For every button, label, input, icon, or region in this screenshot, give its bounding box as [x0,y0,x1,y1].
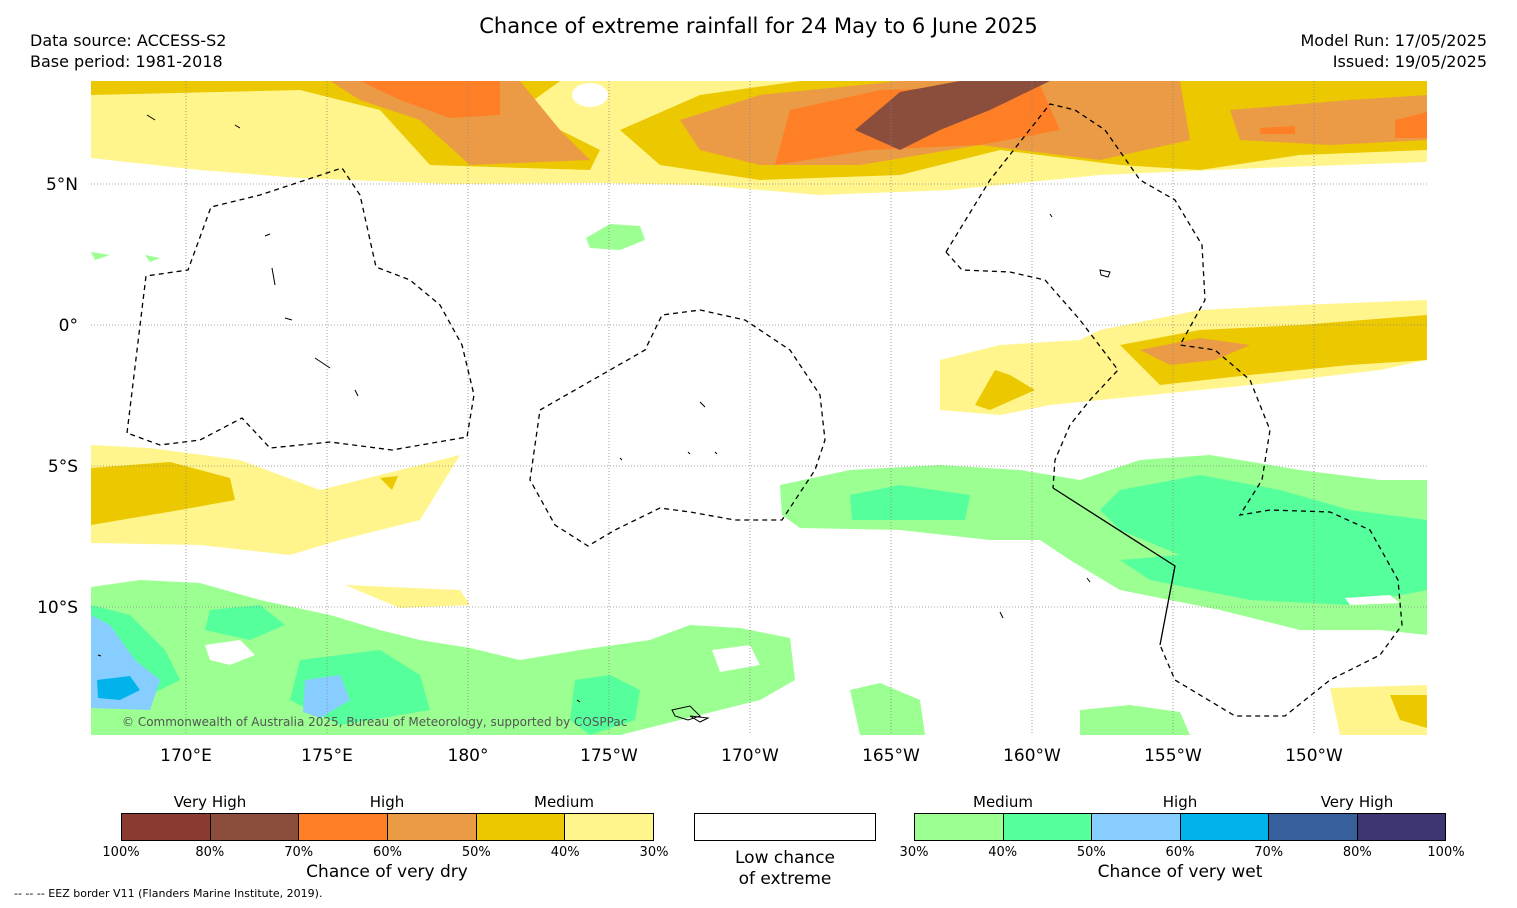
low-chance-swatch [694,813,876,841]
model-run-text: Model Run: 17/05/2025 [1300,31,1488,50]
dry-level-very-high: Very High [173,793,247,811]
lat-label-5n: 5°N [45,175,78,195]
wet-legend-title: Chance of very wet [1097,862,1263,882]
lon-label-175e: 175°E [301,746,353,766]
lon-label-150w: 150°W [1285,746,1343,766]
dry-tick-2: 70% [284,845,314,860]
eez-line-islands-west [945,251,1119,489]
dry-swatch-3 [388,814,477,840]
samoa-islands [671,705,710,723]
dry-level-high: High [369,793,405,811]
wet-tick-0: 30% [899,845,929,860]
wet-level-very-high: Very High [1320,793,1394,811]
eez-footnote: -- -- -- EEZ border V11 (Flanders Marine… [14,887,323,900]
dry-colorbar [121,813,654,841]
dry-band-sw-40 [91,462,398,525]
dry-band-eq-50 [1140,338,1250,365]
christmas-island [1099,269,1111,278]
wet-swatch-1 [1003,814,1092,840]
lon-label-165w: 165°W [862,746,920,766]
lon-label-175w: 175°W [580,746,638,766]
rainfall-shading [91,81,1427,735]
lon-label-170e: 170°E [160,746,212,766]
eez-tuvalu-kiribati-west [126,167,475,451]
dry-spot-white-north [572,83,608,107]
eez-phoenix-islands [529,309,826,547]
dry-tick-6: 30% [639,845,669,860]
wet-swatch-4 [1269,814,1358,840]
dry-band-eq-40 [975,315,1427,410]
eez-borders [126,103,1403,717]
dry-legend-title: Chance of very dry [306,862,468,882]
dry-band-se-40 [1390,695,1427,728]
wet-band-sw-60 [97,676,140,700]
dry-swatch-1 [210,814,300,840]
lon-label-180: 180° [447,746,489,766]
lon-label-170w: 170°W [721,746,779,766]
wet-tick-3: 60% [1165,845,1195,860]
dry-swatch-0 [122,814,211,840]
dry-tick-4: 50% [461,845,491,860]
data-source-text: Data source: ACCESS-S2 [30,31,227,50]
eez-solid-segment [1052,487,1176,646]
wet-colorbar [914,813,1446,841]
lat-label-0: 0° [58,316,78,336]
graticule [91,81,1427,735]
dry-tick-1: 80% [195,845,225,860]
dry-band-north-70 [855,81,1050,150]
base-period-text: Base period: 1981-2018 [30,52,223,71]
wet-band-sw-40 [91,605,640,735]
wet-level-medium: Medium [973,793,1033,811]
lat-label-10s: 10°S [37,598,78,618]
eez-line-islands [945,103,1403,717]
wet-swatch-0 [915,814,1004,840]
lon-label-155w: 155°W [1144,746,1202,766]
wet-swatch-2 [1092,814,1181,840]
lon-label-160w: 160°W [1003,746,1061,766]
wet-tick-1: 40% [988,845,1018,860]
islands [97,114,1111,723]
lat-label-5s: 5°S [47,457,78,477]
dry-level-medium: Medium [534,793,594,811]
wet-swatch-5 [1357,814,1445,840]
wet-level-high: High [1162,793,1198,811]
wet-tick-6: 100% [1427,845,1465,860]
dry-tick-0: 100% [102,845,140,860]
wet-tick-4: 70% [1254,845,1284,860]
low-chance-label: Low chance of extreme [694,848,876,890]
dry-swatch-4 [476,814,566,840]
dry-tick-3: 60% [373,845,402,860]
low-chance-line1: Low chance [735,848,835,868]
low-chance-line2: of extreme [738,869,832,889]
wet-tick-5: 80% [1342,845,1372,860]
wet-band-sw-30 [91,580,1190,735]
copyright-text: © Commonwealth of Australia 2025, Bureau… [122,715,628,729]
model-run-block: Model Run: 17/05/2025 Issued: 19/05/2025 [1301,30,1488,72]
data-source-block: Data source: ACCESS-S2 Base period: 1981… [30,30,226,72]
wet-band-central-40 [850,475,1427,605]
dry-swatch-5 [565,814,654,840]
dry-tick-5: 40% [550,845,580,860]
map-title: Chance of extreme rainfall for 24 May to… [479,14,1038,38]
wet-swatch-3 [1180,814,1269,840]
wet-band-sw-50 [91,615,350,718]
dry-swatch-2 [299,814,389,840]
wet-tick-2: 50% [1076,845,1106,860]
issued-text: Issued: 19/05/2025 [1332,52,1487,71]
